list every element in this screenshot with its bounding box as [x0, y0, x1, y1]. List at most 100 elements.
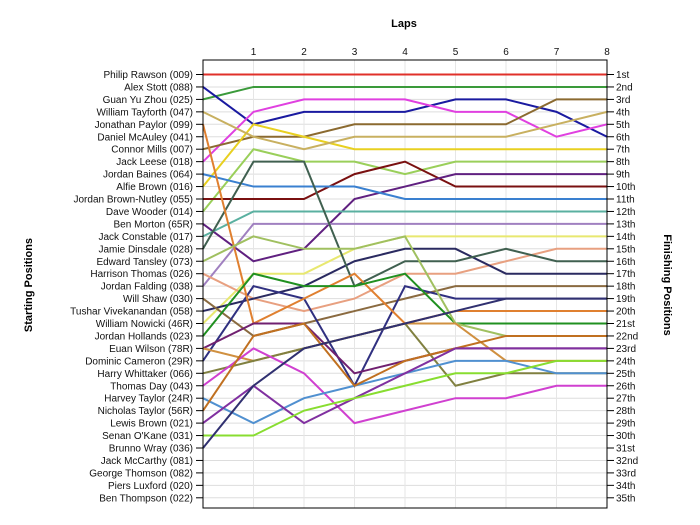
finish-position-label: 8th — [616, 157, 630, 168]
finish-position-label: 13th — [616, 219, 635, 230]
series-line — [202, 347, 607, 425]
finish-position-label: 22nd — [616, 331, 638, 342]
x-tick-label: 2 — [301, 47, 307, 58]
finish-position-label: 31st — [616, 444, 635, 455]
series-line — [203, 359, 607, 437]
finish-position-label: 10th — [616, 182, 635, 193]
start-position-label: Philip Rawson (009) — [104, 70, 194, 81]
series-line — [203, 160, 607, 200]
finish-position-label: 5th — [616, 120, 630, 131]
series-line — [202, 322, 607, 412]
start-position-label: Daniel McAuley (041) — [97, 132, 193, 143]
start-position-label: Alfie Brown (016) — [116, 182, 193, 193]
start-position-label: Harvey Taylor (24R) — [104, 394, 193, 405]
start-position-label: Guan Yu Zhou (025) — [103, 95, 193, 106]
start-position-label: George Thomson (082) — [89, 468, 193, 479]
start-position-label: Piers Luxford (020) — [108, 481, 193, 492]
series-line — [202, 272, 607, 337]
series-line — [202, 297, 607, 449]
x-tick-label: 4 — [402, 47, 408, 58]
finish-position-label: 9th — [616, 170, 630, 181]
start-position-label: Senan O'Kane (031) — [102, 431, 193, 442]
start-position-label: Jack McCarthy (081) — [101, 456, 193, 467]
finish-position-label: 25th — [616, 369, 635, 380]
finish-position-label: 7th — [616, 145, 630, 156]
start-position-label: Ben Thompson (022) — [99, 493, 193, 504]
finish-position-label: 14th — [616, 232, 635, 243]
start-position-label: Dave Wooder (014) — [106, 207, 193, 218]
start-position-label: Lewis Brown (021) — [110, 419, 193, 430]
series-line — [202, 247, 607, 313]
finish-position-label: 28th — [616, 406, 635, 417]
finish-position-label: 11th — [616, 195, 635, 206]
finish-position-label: 21st — [616, 319, 635, 330]
plot-frame — [202, 59, 608, 509]
series-line — [202, 110, 608, 151]
finish-position-label: 35th — [616, 493, 635, 504]
start-position-label: Alex Stott (088) — [124, 82, 193, 93]
start-position-label: William Nowicki (46R) — [96, 319, 193, 330]
start-position-label: Harry Whittaker (066) — [97, 369, 193, 380]
start-position-label: Jordan Baines (064) — [103, 170, 193, 181]
start-position-label: Jordan Hollands (023) — [95, 331, 193, 342]
x-tick-label: 5 — [453, 47, 459, 58]
finish-position-label: 17th — [616, 269, 635, 280]
start-position-label: Dominic Cameron (29R) — [85, 356, 193, 367]
start-position-label: Brunno Wray (036) — [109, 444, 193, 455]
start-position-label: Will Shaw (030) — [123, 294, 193, 305]
series-line — [202, 98, 607, 151]
finish-position-label: 12th — [616, 207, 635, 218]
finish-position-label: 33rd — [616, 468, 636, 479]
y-axis-title-right: Finishing Positions — [661, 234, 673, 335]
finish-position-label: 3rd — [616, 95, 630, 106]
finish-position-label: 2nd — [616, 82, 633, 93]
start-position-label: Euan Wilson (78R) — [109, 344, 193, 355]
starting-position-labels: Philip Rawson (009)Alex Stott (088) Guan … — [70, 70, 203, 504]
finish-position-label: 18th — [616, 282, 635, 293]
x-axis-title: Laps — [391, 18, 417, 30]
start-position-label: Thomas Day (043) — [110, 381, 193, 392]
series-line — [202, 148, 607, 213]
x-tick-label: 3 — [352, 47, 358, 58]
series-lines — [202, 73, 608, 449]
start-position-label: Jonathan Paylor (099) — [95, 120, 193, 131]
finish-position-label: 6th — [616, 132, 630, 143]
finish-position-label: 23rd — [616, 344, 636, 355]
series-line — [202, 85, 607, 101]
y-axis-title-left: Starting Positions — [23, 238, 35, 332]
x-tick-label: 6 — [503, 47, 509, 58]
start-position-label: Ben Morton (65R) — [114, 219, 193, 230]
start-position-label: Edward Tansley (073) — [96, 257, 193, 268]
finish-position-label: 29th — [616, 419, 635, 430]
x-tick-label: 1 — [251, 47, 257, 58]
start-position-label: Jamie Dinsdale (028) — [99, 244, 194, 255]
series-line — [202, 210, 607, 238]
series-line — [202, 347, 607, 425]
finish-position-label: 4th — [616, 107, 630, 118]
start-position-label: Jordan Falding (038) — [101, 282, 193, 293]
finish-position-label: 27th — [616, 394, 635, 405]
series-line — [202, 173, 607, 200]
finish-position-label: 19th — [616, 294, 635, 305]
start-position-label: Nicholas Taylor (56R) — [98, 406, 193, 417]
finish-position-label: 34th — [616, 481, 635, 492]
finish-position-label: 32nd — [616, 456, 638, 467]
start-position-label: Harrison Thomas (026) — [90, 269, 193, 280]
start-position-label: William Tayforth (047) — [96, 107, 193, 118]
series-line — [202, 222, 607, 287]
finish-position-label: 15th — [616, 244, 635, 255]
start-position-label: Tushar Vivekanandan (058) — [70, 307, 193, 318]
finish-position-label: 26th — [616, 381, 635, 392]
finish-position-label: 30th — [616, 431, 635, 442]
finishing-position-labels: 1st2nd3rd4th5th6th7th8th9th10th11th12th1… — [607, 70, 638, 504]
finish-position-label: 16th — [616, 257, 635, 268]
x-tick-label: 8 — [604, 47, 610, 58]
series-line — [202, 123, 607, 188]
series-line — [202, 160, 607, 288]
start-position-label: Jordan Brown-Nutley (055) — [74, 195, 194, 206]
finish-position-label: 1st — [616, 70, 630, 81]
start-position-label: Connor Mills (007) — [111, 145, 193, 156]
finish-position-label: 24th — [616, 356, 635, 367]
start-position-label: Jack Constable (017) — [99, 232, 194, 243]
